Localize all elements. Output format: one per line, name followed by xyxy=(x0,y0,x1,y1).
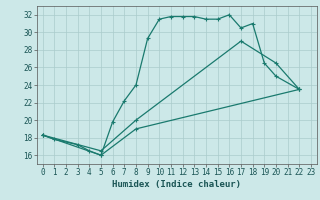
X-axis label: Humidex (Indice chaleur): Humidex (Indice chaleur) xyxy=(112,180,241,189)
